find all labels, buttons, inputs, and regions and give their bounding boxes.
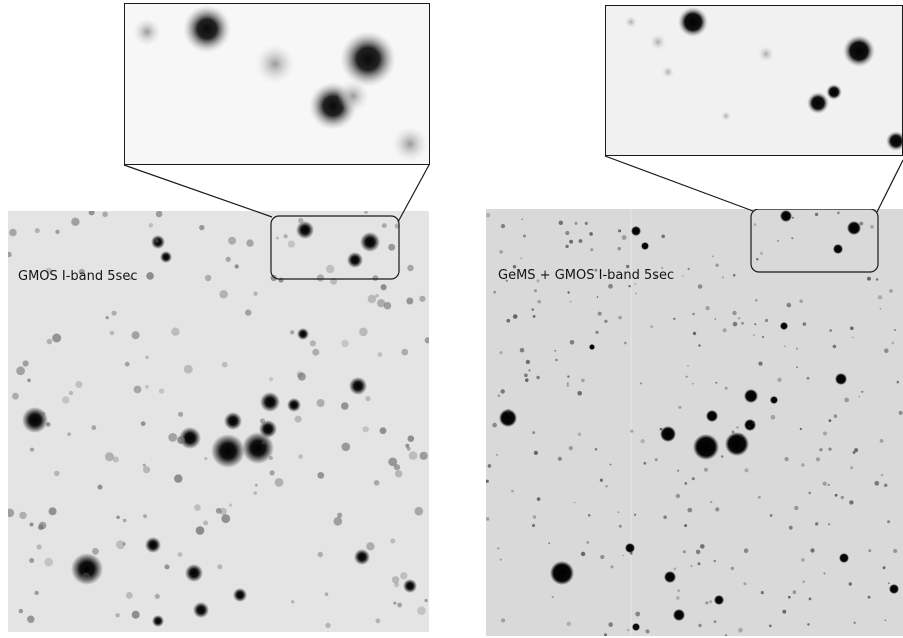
right-star-field-image (486, 209, 903, 636)
right-inset-svg (625, 7, 902, 151)
right-bright-stars (499, 210, 899, 631)
left-star-field-image (8, 211, 429, 632)
right-panel-label: GeMS + GMOS I-band 5sec (498, 268, 675, 283)
left-bright-stars (22, 221, 417, 627)
right-star-field-svg (486, 209, 903, 636)
right-zoom-inset (605, 5, 903, 156)
left-panel-label: GMOS I-band 5sec (18, 269, 138, 284)
right-faint-stars (486, 211, 903, 636)
right-zoom-box (750, 209, 879, 273)
left-zoom-box (270, 215, 400, 280)
left-inset-svg (133, 5, 428, 162)
left-zoom-inset (124, 3, 430, 165)
left-faint-stars (8, 211, 429, 629)
left-star-field-svg (8, 211, 429, 629)
